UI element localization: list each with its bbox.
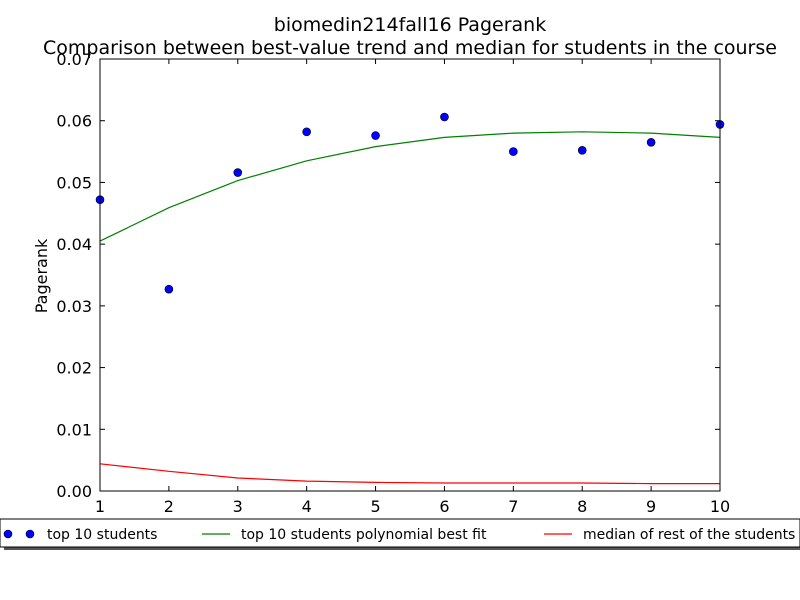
y-tick-label: 0.06 (56, 112, 92, 131)
data-point (233, 168, 243, 177)
chart-subtitle: Comparison between best-value trend and … (43, 37, 777, 59)
chart-title: biomedin214fall16 Pagerank (274, 14, 546, 36)
data-point (440, 112, 449, 122)
legend-box (0, 518, 800, 548)
x-tick-label: 6 (439, 497, 449, 516)
data-point (302, 127, 311, 137)
legend-marker (25, 529, 35, 539)
data-point (646, 138, 656, 147)
data-point (509, 147, 518, 156)
x-tick-label: 10 (710, 497, 730, 516)
y-tick-label: 0.04 (56, 235, 92, 254)
legend-label: median of rest of the students (583, 527, 795, 543)
x-tick-label: 5 (370, 497, 380, 516)
x-tick-label: 4 (302, 497, 312, 516)
y-axis-label: Pagerank (32, 238, 51, 313)
data-point (577, 146, 587, 155)
x-tick-label: 8 (577, 497, 587, 516)
plot-area (95, 112, 725, 485)
x-tick-label: 2 (164, 497, 174, 516)
axes-frame (99, 58, 721, 492)
legend-marker (3, 529, 13, 539)
legend-label: top 10 students polynomial best fit (241, 527, 487, 543)
x-tick-label: 1 (95, 497, 105, 516)
x-tick-label: 9 (646, 497, 656, 516)
y-tick-label: 0.01 (56, 420, 92, 439)
y-tick-label: 0.05 (56, 173, 92, 192)
legend: top 10 students top 10 students polynomia… (0, 518, 800, 550)
data-point (164, 284, 174, 294)
data-point (371, 131, 380, 140)
y-tick-label: 0.00 (56, 482, 92, 501)
x-tick-label: 7 (508, 497, 518, 516)
y-tick-label: 0.03 (56, 297, 92, 316)
legend-label: top 10 students (47, 527, 157, 543)
y-tick-label: 0.02 (56, 359, 92, 378)
series-line-1 (99, 131, 721, 242)
series-line-2 (99, 463, 720, 485)
y-tick-label: 0.07 (56, 50, 92, 69)
x-tick-label: 3 (233, 497, 243, 516)
axes: 1 2 3 4 5 6 7 8 9 10 0.00 0.01 0.02 0.03 0.04 0.05 0.06 0… (56, 50, 730, 516)
